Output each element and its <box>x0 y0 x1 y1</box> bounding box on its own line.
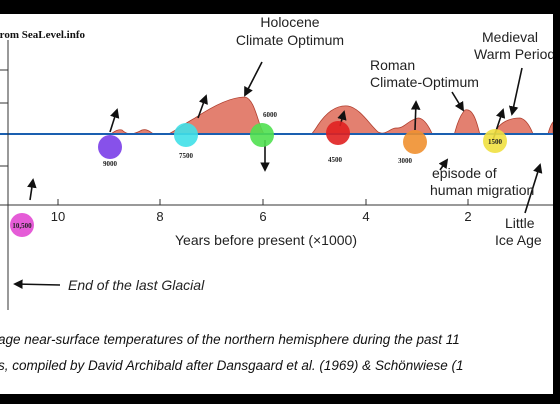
annotation: Medieval <box>482 29 538 45</box>
star-label: 3000 <box>398 157 413 165</box>
annotation: Roman <box>370 57 415 73</box>
annotation: human migration <box>430 182 534 198</box>
annotation: Warm Period <box>474 46 555 62</box>
stars <box>10 121 507 237</box>
x-axis-label: Years before present (×1000) <box>175 232 357 248</box>
annotation: Climate-Optimum <box>370 74 479 90</box>
caption: age near-surface temperatures of the nor… <box>0 332 460 347</box>
x-tick-label: 10 <box>51 209 65 224</box>
x-tick-label: 2 <box>464 209 471 224</box>
arrows <box>13 61 543 289</box>
annotation: Ice Age <box>495 232 542 248</box>
caption: s, compiled by David Archibald after Dan… <box>0 358 464 373</box>
x-tick-label: 4 <box>362 209 369 224</box>
frame <box>553 0 560 404</box>
star-label: 9000 <box>103 160 118 168</box>
annotation: Climate Optimum <box>236 32 344 48</box>
curve <box>0 40 553 310</box>
annotation: Holocene <box>260 14 319 30</box>
x-tick-label: 6 <box>259 209 266 224</box>
star-label: 1500 <box>488 138 503 146</box>
annotation: Little <box>505 215 535 231</box>
star-label: 6000 <box>263 111 278 119</box>
source: from SeaLevel.info <box>0 29 86 41</box>
star-label: 4500 <box>328 156 343 164</box>
star-label: 10,500 <box>12 222 32 230</box>
x-tick-label: 8 <box>156 209 163 224</box>
panel <box>0 14 553 394</box>
star-label: 7500 <box>179 152 194 160</box>
annotation: End of the last Glacial <box>68 277 205 293</box>
annotation: episode of <box>432 165 497 181</box>
